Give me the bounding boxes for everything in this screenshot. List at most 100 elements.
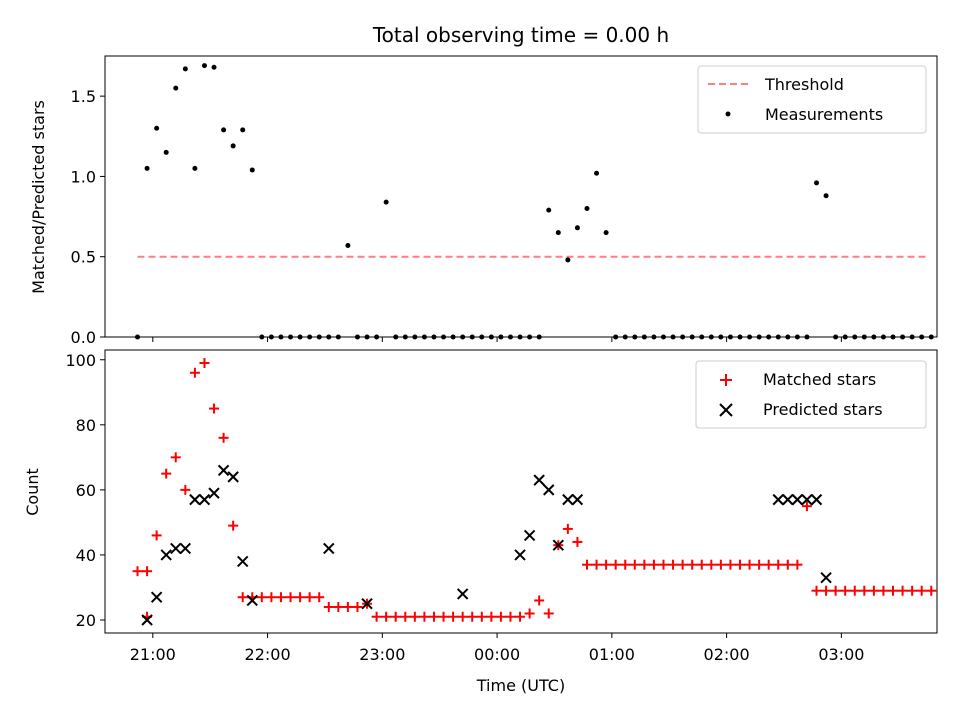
measurement-point (230, 143, 236, 149)
measurement-point (307, 334, 313, 340)
measurement-point (154, 125, 160, 131)
matched-point (868, 585, 879, 596)
matched-point (495, 611, 506, 622)
measurement-point (144, 165, 150, 171)
matched-point (457, 611, 468, 622)
matched-point (897, 585, 908, 596)
measurement-point (823, 193, 829, 199)
matched-point (151, 530, 162, 541)
matched-point (888, 585, 899, 596)
measurement-point (594, 170, 600, 176)
top-y-tick-label: 0.0 (71, 328, 96, 347)
chart-title: Total observing time = 0.00 h (372, 23, 669, 47)
predicted-point (170, 542, 182, 555)
measurement-point (842, 334, 848, 340)
bottom-legend: Matched stars Predicted stars (695, 360, 927, 429)
legend-measurements-swatch (725, 111, 731, 117)
measurement-point (536, 334, 542, 340)
matched-point (476, 611, 487, 622)
matched-point (734, 559, 745, 570)
matched-point (161, 468, 172, 479)
predicted-point (361, 598, 373, 610)
matched-point (419, 611, 430, 622)
measurement-point (909, 334, 915, 340)
measurement-point (374, 334, 380, 340)
matched-point (668, 559, 679, 570)
predicted-point (801, 493, 813, 506)
measurement-point (469, 334, 475, 340)
x-tick-label: 02:00 (704, 645, 750, 664)
matched-point (486, 611, 497, 622)
legend-matched-label: Matched stars (763, 370, 876, 389)
predicted-point (772, 493, 784, 506)
matched-point (209, 403, 220, 414)
measurement-point (527, 334, 533, 340)
measurement-point (584, 206, 590, 212)
bottom-marks (132, 358, 937, 626)
bottom-axes-frame (104, 349, 938, 634)
matched-point (170, 452, 181, 463)
top-y-axis-label: Matched/Predicted stars (29, 100, 48, 294)
matched-point (448, 611, 459, 622)
top-marks (135, 63, 934, 340)
measurement-point (747, 334, 753, 340)
measurement-point (756, 334, 762, 340)
measurement-point (173, 85, 179, 91)
measurement-point (450, 334, 456, 340)
x-tick-label: 01:00 (589, 645, 635, 664)
measurement-point (708, 334, 714, 340)
measurement-point (393, 334, 399, 340)
matched-point (342, 601, 353, 612)
predicted-point (820, 571, 832, 584)
measurement-point (163, 149, 169, 155)
matched-point (180, 484, 191, 495)
measurement-point (861, 334, 867, 340)
matched-point (859, 585, 870, 596)
measurement-point (852, 334, 858, 340)
measurement-point (288, 334, 294, 340)
matched-point (438, 611, 449, 622)
measurement-point (221, 127, 227, 133)
measurement-point (240, 127, 246, 133)
matched-point (562, 523, 573, 534)
measurement-point (565, 257, 571, 263)
measurement-point (354, 334, 360, 340)
bottom-y-tick-label: 60 (76, 481, 96, 500)
matched-point (773, 559, 784, 570)
x-tick-label: 00:00 (474, 645, 520, 664)
matched-point (323, 601, 334, 612)
matched-point (228, 520, 239, 531)
matched-point (687, 559, 698, 570)
predicted-point (514, 549, 526, 561)
matched-point (801, 501, 812, 512)
x-tick-label: 22:00 (245, 645, 291, 664)
x-axis-label: Time (UTC) (476, 676, 565, 695)
matched-point (830, 585, 841, 596)
measurement-point (651, 334, 657, 340)
matched-point (620, 559, 631, 570)
top-legend-box (697, 65, 927, 134)
matched-point (792, 559, 803, 570)
matched-point (199, 358, 210, 369)
matched-point (744, 559, 755, 570)
predicted-point (179, 542, 192, 555)
matched-point (581, 559, 592, 570)
predicted-point (217, 464, 230, 477)
predicted-point (543, 484, 555, 496)
measurement-point (412, 334, 418, 340)
measurement-point (431, 334, 437, 340)
bottom-ticks: 20 40 60 80 100 21:00 22:00 23:00 00:00 01:00 02:0… (65, 351, 864, 664)
measurement-point (201, 63, 207, 69)
measurement-point (574, 225, 580, 231)
predicted-point (533, 474, 545, 486)
predicted-point (810, 493, 823, 506)
matched-point (543, 608, 554, 619)
matched-point (907, 585, 918, 596)
predicted-point (323, 542, 335, 555)
measurement-point (919, 334, 925, 340)
predicted-point (782, 493, 794, 506)
measurement-point (441, 334, 447, 340)
measurement-point (135, 334, 141, 340)
matched-point (142, 566, 153, 577)
